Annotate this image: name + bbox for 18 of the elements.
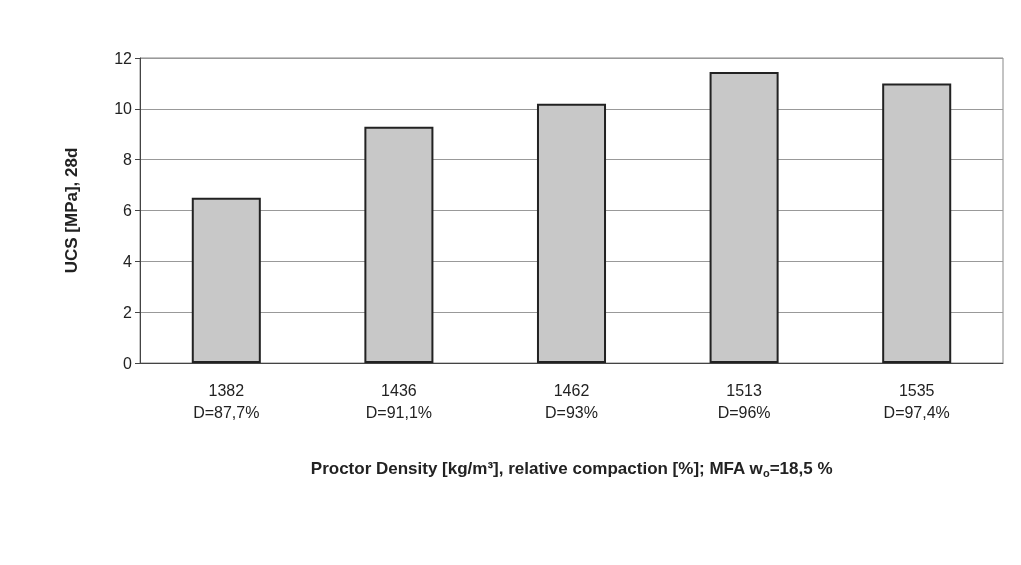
bar [709, 71, 779, 363]
y-tick-label: 6 [123, 202, 133, 219]
bar [364, 126, 434, 363]
y-tick-label: 2 [123, 303, 133, 321]
y-tick-label: 8 [123, 151, 133, 169]
y-tick-label: 12 [114, 49, 133, 67]
x-tick-label: 1535 D=97,4% [883, 381, 950, 421]
bar [191, 197, 261, 363]
y-axis-title: UCS [MPa], 28d [62, 147, 81, 274]
y-tick-label: 10 [114, 100, 133, 118]
x-tick-label: 1436 D=91,1% [365, 381, 433, 421]
y-tick-label: 0 [123, 354, 133, 372]
x-tick-label: 1382 D=87,7% [193, 381, 260, 421]
x-tick-label: 1513 D=96% [717, 381, 771, 421]
bar [536, 103, 607, 363]
y-tick-label: 4 [123, 252, 133, 270]
x-tick-label: 1462 D=93% [545, 381, 598, 421]
bar [882, 83, 952, 363]
